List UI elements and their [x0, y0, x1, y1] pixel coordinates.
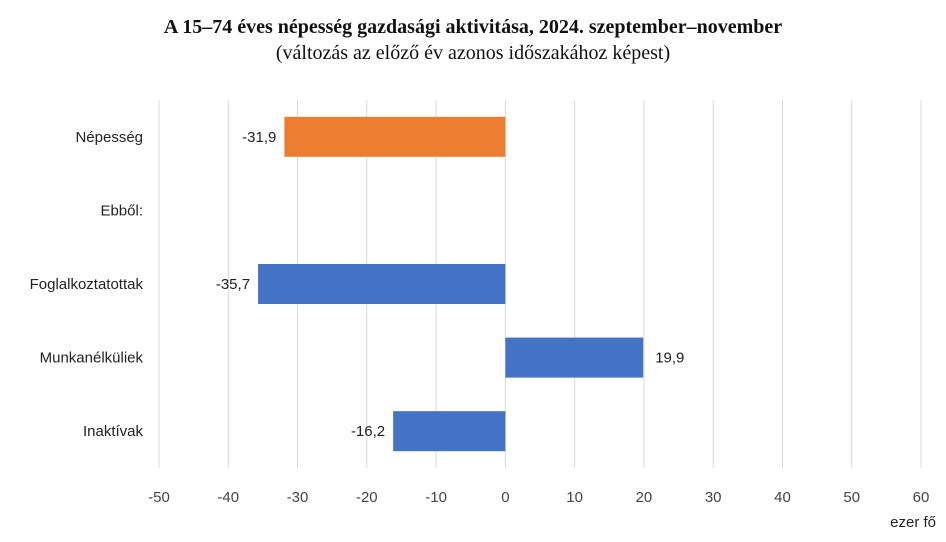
category-label: Népesség — [75, 129, 143, 146]
x-tick-label: -40 — [217, 489, 239, 506]
x-tick-labels: -50 -40 -30 -20 -10 0 10 20 30 40 50 60 — [148, 489, 929, 506]
x-tick-label: -50 — [148, 489, 170, 506]
x-tick-label: 50 — [843, 489, 860, 506]
x-tick-label: 30 — [705, 489, 722, 506]
x-tick-label: -10 — [425, 489, 447, 506]
data-label: -16,2 — [351, 423, 385, 440]
chart-title: A 15–74 éves népesség gazdasági aktivitá… — [163, 16, 783, 38]
category-labels: Népesség Ebből: Foglalkoztatottak Munkanélk… — [30, 129, 144, 440]
data-label: -31,9 — [242, 129, 276, 146]
bar — [284, 116, 506, 157]
data-label: -35,7 — [216, 276, 250, 293]
x-tick-label: -20 — [356, 489, 378, 506]
unit-label: ezer fő — [890, 514, 936, 531]
x-tick-label: -30 — [287, 489, 309, 506]
bars — [258, 116, 644, 452]
x-tick-label: 0 — [501, 489, 509, 506]
chart-subtitle: (változás az előző év azonos időszakához… — [275, 42, 671, 64]
bar — [258, 264, 506, 304]
category-label: Munkanélküliek — [40, 350, 144, 367]
data-label: 19,9 — [655, 350, 684, 367]
x-tick-label: 40 — [774, 489, 791, 506]
x-tick-label: 10 — [566, 489, 583, 506]
category-label: Foglalkoztatottak — [30, 276, 144, 293]
gridlines — [158, 100, 922, 468]
bar — [505, 337, 644, 378]
x-tick-label: 60 — [913, 489, 930, 506]
bar — [393, 411, 506, 452]
category-label: Ebből: — [100, 202, 143, 219]
data-labels: -31,9 -35,7 19,9 -16,2 — [216, 129, 685, 440]
category-label: Inaktívak — [83, 423, 144, 440]
x-tick-label: 20 — [636, 489, 653, 506]
